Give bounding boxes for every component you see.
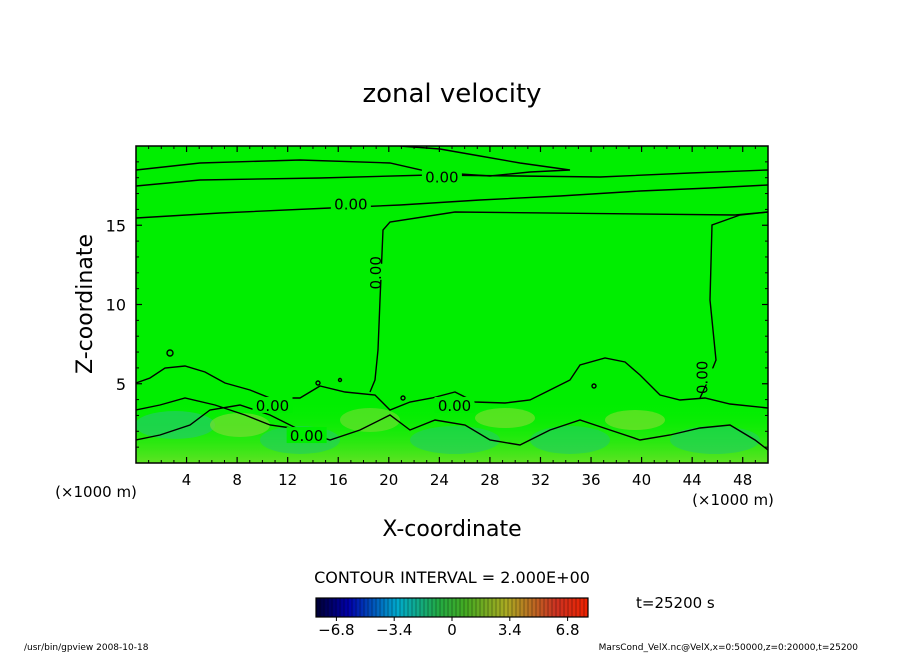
y-axis-label: Z-coordinate: [73, 234, 98, 374]
x-axis-label: X-coordinate: [382, 517, 521, 542]
y-tick-label: 10: [106, 296, 126, 315]
x-unit-right: (×1000 m): [692, 491, 774, 509]
contour-label-bg: [434, 396, 475, 413]
contour-upper-3: [136, 184, 768, 219]
contour-labels: 0.000.000.000.000.00 0.000.00: [252, 168, 723, 445]
footer-left: /usr/bin/gpview 2008-10-18: [24, 643, 149, 653]
footer-right: MarsCond_VelX.nc@VelX,x=0:50000,z=0:2000…: [599, 643, 859, 653]
contour-label: 0.00: [290, 427, 323, 445]
contour-label: 0.00: [693, 361, 711, 394]
colorbar-tick-label: −6.8: [318, 621, 354, 639]
x-tick-label: 16: [329, 471, 348, 489]
contour-vertical-left: [369, 211, 768, 393]
contour-upper-1: [136, 146, 571, 177]
x-tick-label: 40: [632, 471, 651, 489]
colorbar-tick-label: 0: [447, 621, 457, 639]
colorbar-tick-label: 3.4: [498, 621, 522, 639]
contour-label-bg: [421, 168, 462, 185]
colorbar: −6.8 −3.4 0 3.4 6.8: [315, 597, 589, 639]
contour-interval: CONTOUR INTERVAL = 2.000E+00: [314, 568, 590, 587]
contour-label-bg: [682, 368, 723, 385]
colorbar-stripes: [319, 598, 585, 617]
contour-label: 0.00: [367, 256, 385, 289]
x-tick-label: 24: [430, 471, 449, 489]
chart-title: zonal velocity: [362, 79, 541, 109]
contour-lower: [136, 404, 768, 451]
x-tick-label: 4: [182, 471, 192, 489]
contour-label: 0.00: [334, 196, 367, 214]
x-tick-label: 36: [581, 471, 600, 489]
contour-label: 0.00: [438, 397, 471, 415]
x-tick-label: 12: [278, 471, 297, 489]
contour-lines: [136, 146, 768, 451]
contour-upper-2: [136, 169, 768, 187]
y-tick-label: 15: [106, 216, 126, 235]
x-tick-label: 48: [733, 471, 752, 489]
contour-label-bg: [252, 396, 293, 413]
contour-label-bg: [356, 263, 397, 280]
contour-label: 0.00: [425, 169, 458, 187]
contour-lower-2: [136, 397, 306, 431]
y-axis: 5 10 15: [106, 161, 768, 448]
time-label: t=25200 s: [636, 594, 715, 612]
x-unit-left: (×1000 m): [55, 483, 137, 501]
y-tick-label: 5: [116, 375, 126, 394]
x-tick-label: 28: [480, 471, 499, 489]
plot-area: 0.000.000.000.000.00 0.000.00 4 8 12 16 20 24 2…: [106, 145, 769, 489]
contour-label: 0.00: [256, 397, 289, 415]
x-tick-label: 44: [683, 471, 702, 489]
x-tick-label: 20: [379, 471, 398, 489]
x-tick-label: 8: [232, 471, 242, 489]
contour-label-bg: [286, 427, 327, 444]
colorbar-tick-label: −3.4: [376, 621, 412, 639]
colorbar-tick-label: 6.8: [556, 621, 580, 639]
contour-label-bg: [330, 195, 371, 212]
colorbar-ticks: −6.8 −3.4 0 3.4 6.8: [318, 617, 580, 639]
contour-boundary-main: [136, 357, 768, 411]
x-tick-label: 32: [531, 471, 550, 489]
x-axis: 4 8 12 16 20 24 28 32 36 40 44 48: [148, 146, 756, 489]
